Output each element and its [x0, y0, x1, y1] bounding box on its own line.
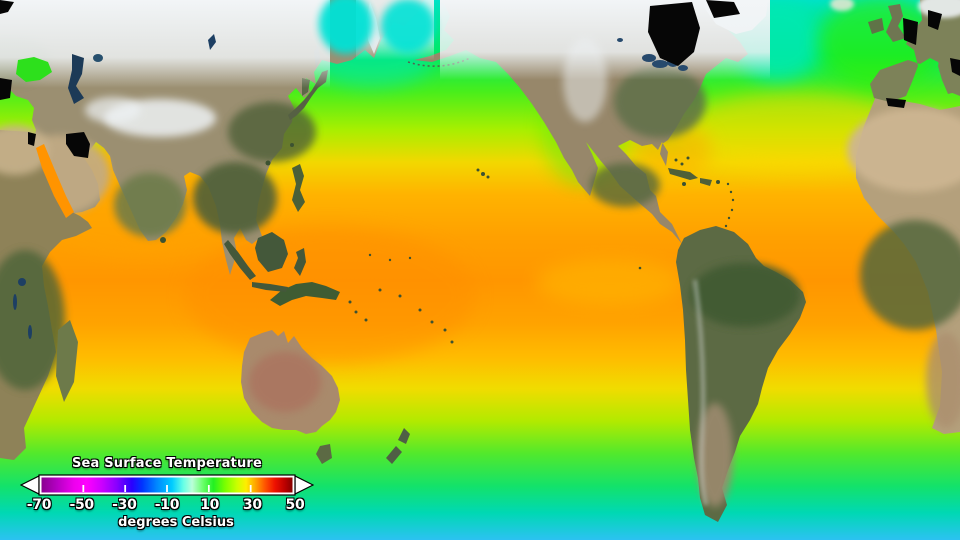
alboran-sea-no-data — [886, 98, 906, 108]
lake-baikal — [208, 34, 216, 50]
landmass-hispaniola — [700, 178, 712, 186]
sea-of-okhotsk-cold — [319, 0, 373, 54]
central-africa-greenery — [860, 220, 960, 330]
landmass-borneo — [255, 232, 288, 272]
east-pacific-equatorial — [535, 260, 685, 304]
colorbar-ticks — [82, 485, 252, 492]
patagonia-steppe — [697, 403, 733, 507]
landmass-new-zealand-south — [386, 446, 402, 464]
colorbar-tick-labels: -70 -50 -30 -10 10 30 50 — [20, 497, 314, 514]
colorbar-left-arrow-icon — [20, 475, 40, 495]
east-africa-greenery — [0, 250, 65, 390]
landmass-britain — [886, 4, 906, 42]
legend-units: degrees Celsius — [118, 515, 234, 530]
colorbar-tick-label: -10 — [154, 497, 180, 513]
landmass-sulawesi — [294, 248, 306, 276]
colorbar-right-arrow-icon — [294, 475, 314, 495]
egypt-desert — [0, 125, 50, 175]
landmass-java — [252, 282, 288, 292]
east-mediterranean-no-data — [0, 78, 12, 100]
india-greenery — [114, 173, 186, 237]
cold-seas — [319, 0, 435, 54]
colorbar-tick-label: -70 — [26, 497, 52, 513]
legend-title: Sea Surface Temperature — [71, 456, 263, 471]
nw-corner-dark — [0, 0, 14, 14]
hindukush-snow — [85, 97, 141, 123]
eastern-us-greenery — [614, 66, 706, 138]
small-islands — [160, 143, 735, 344]
colorbar-tick-label: -50 — [69, 497, 94, 513]
davis-strait-no-data — [706, 0, 740, 18]
landmass-cuba — [668, 168, 698, 180]
sst-legend: Sea Surface Temperature -70 -50 -30 -10 10 30… — [20, 456, 314, 530]
no-data-black-regions — [0, 0, 960, 158]
colorbar-tick-label: 10 — [200, 497, 220, 513]
landmass-sumatra — [224, 240, 256, 280]
australian-outback — [249, 352, 321, 412]
aral-sea — [93, 54, 103, 62]
black-sea — [16, 57, 52, 82]
namib-desert — [926, 332, 960, 428]
rockies-snow — [563, 38, 607, 122]
andes-mountains — [693, 279, 708, 506]
aleutian-islands — [407, 57, 471, 67]
african-rift-lakes — [13, 278, 32, 339]
landmass-italy — [938, 58, 956, 94]
iceland — [830, 0, 854, 11]
landmass-tasmania — [316, 444, 332, 464]
landmass-new-zealand-north — [398, 428, 410, 444]
landmass-madagascar — [56, 320, 78, 402]
nile-delta-dark — [28, 132, 36, 146]
colorbar-tick-label: -30 — [112, 497, 137, 513]
north-sea-no-data — [903, 18, 918, 45]
red-sea-warm — [36, 144, 74, 218]
landmass-philippines — [292, 164, 305, 212]
colorbar — [20, 474, 314, 496]
hudson-bay-no-data — [648, 2, 700, 66]
sahara-desert — [847, 108, 960, 192]
baltic-sea-no-data — [928, 10, 942, 30]
bering-sea-cold — [381, 0, 435, 53]
caspian-sea — [68, 54, 84, 104]
colorbar-tick-label: 30 — [242, 497, 262, 513]
colorbar-tick-label: 50 — [285, 497, 305, 513]
adriatic-no-data — [950, 58, 960, 76]
amazon-rainforest — [690, 263, 800, 327]
south-china-greenery — [228, 102, 316, 162]
central-america-greenery — [590, 163, 660, 207]
indochina-greenery — [193, 162, 277, 234]
landmass-ireland — [868, 18, 884, 34]
persian-gulf-no-data — [66, 132, 90, 158]
